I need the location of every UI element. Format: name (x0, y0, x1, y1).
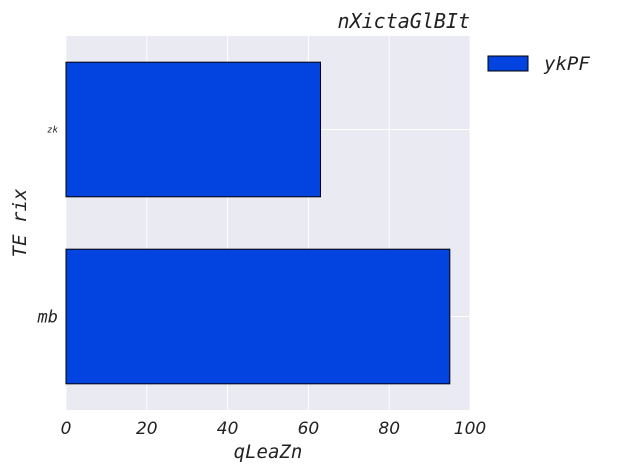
x-tick-labels: 0 20 40 60 80 100 (61, 419, 487, 439)
x-tick-label: 60 (298, 419, 320, 439)
chart-title: nXictaGlBIt (338, 9, 470, 33)
y-tick-label: zk (47, 126, 58, 136)
bar-mb (65, 248, 451, 385)
x-tick-label: 100 (454, 419, 486, 439)
x-tick-label: 0 (61, 419, 72, 439)
y-tick-labels: mb zk (37, 126, 59, 328)
y-axis-label: TE rix (9, 188, 31, 257)
x-axis-label: qLeaZn (234, 441, 303, 463)
y-tick-label: mb (37, 307, 58, 327)
x-tick-label: 80 (378, 419, 400, 439)
x-tick-label: 20 (136, 419, 158, 439)
bars (65, 61, 451, 385)
bar-zk (65, 61, 322, 198)
legend-label: ykPF (543, 53, 590, 75)
x-tick-label: 40 (217, 419, 239, 439)
legend-swatch (487, 55, 529, 72)
legend: ykPF (487, 53, 590, 75)
